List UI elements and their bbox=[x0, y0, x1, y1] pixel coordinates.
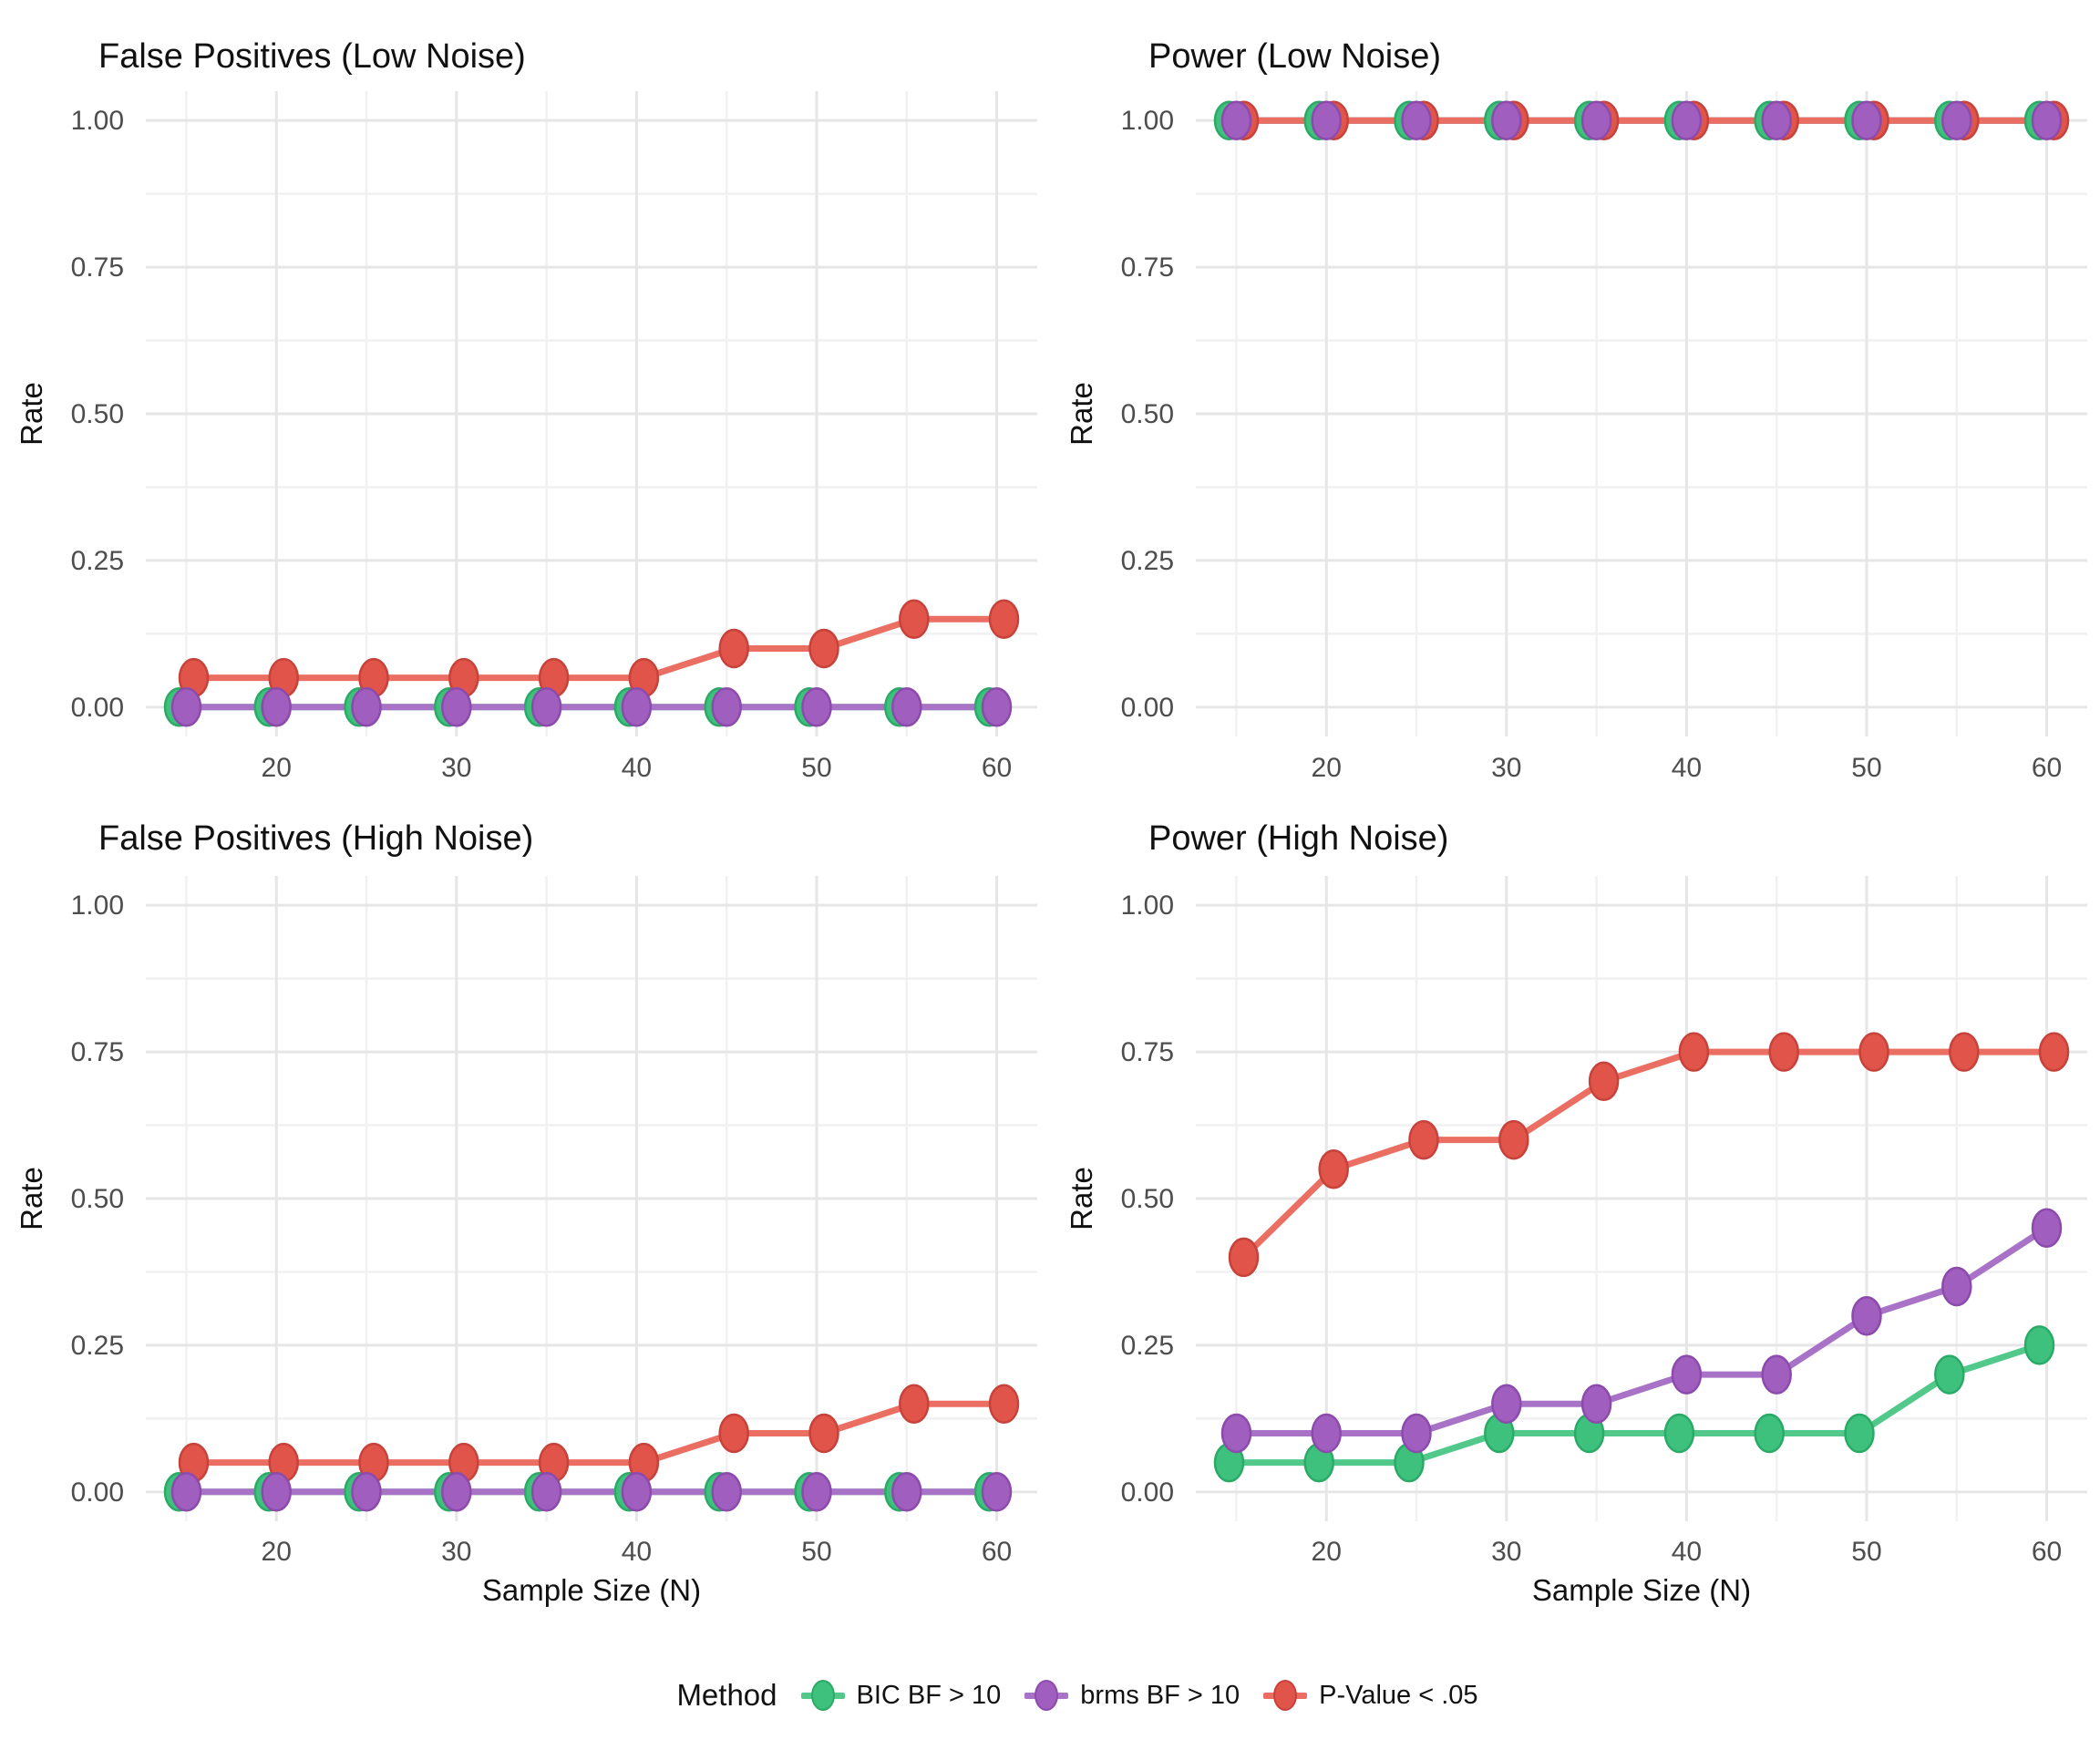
y-axis-title: Rate bbox=[15, 1167, 48, 1230]
y-axis-title: Rate bbox=[15, 382, 48, 446]
y-tick-label: 0.75 bbox=[1121, 1037, 1174, 1067]
panel-title: Power (High Noise) bbox=[1148, 819, 1448, 858]
x-tick-label: 40 bbox=[1672, 1537, 1702, 1567]
x-axis-title: Sample Size (N) bbox=[482, 1573, 701, 1607]
panel-power-high-noise: 0.00 0.25 0.50 0.75 1.00 20 30 40 50 60 Rate Sample… bbox=[1050, 802, 2100, 1641]
y-tick-label: 0.00 bbox=[71, 693, 124, 723]
y-axis-title: Rate bbox=[1065, 382, 1098, 446]
panel-power-low-noise: 0.00 0.25 0.50 0.75 1.00 20 30 40 50 60 Rate Power … bbox=[1050, 0, 2100, 802]
y-tick-label: 0.75 bbox=[1121, 252, 1174, 283]
x-tick-label: 20 bbox=[262, 753, 292, 783]
y-axis-title: Rate bbox=[1065, 1167, 1098, 1230]
y-tick-label: 1.00 bbox=[71, 106, 124, 136]
legend-key-dot bbox=[810, 1680, 835, 1711]
x-tick-label: 30 bbox=[1491, 1537, 1521, 1567]
x-tick-label: 30 bbox=[441, 1537, 471, 1567]
x-tick-label: 50 bbox=[1851, 753, 1881, 783]
x-tick-label: 30 bbox=[441, 753, 471, 783]
x-tick-label: 50 bbox=[801, 753, 831, 783]
panel-false-positives-high-noise: 0.00 0.25 0.50 0.75 1.00 20 30 40 50 60 Rate Sample… bbox=[0, 802, 1050, 1641]
legend-item-label: brms BF > 10 bbox=[1080, 1680, 1240, 1710]
x-axis-title: Sample Size (N) bbox=[1532, 1573, 1751, 1607]
y-tick-label: 1.00 bbox=[1121, 890, 1174, 921]
purple-point-line-legend-key-icon bbox=[1024, 1675, 1069, 1715]
x-tick-label: 40 bbox=[1672, 753, 1702, 783]
y-tick-label: 1.00 bbox=[1121, 106, 1174, 136]
y-tick-label: 0.75 bbox=[71, 1037, 124, 1067]
legend-item-label: BIC BF > 10 bbox=[856, 1680, 1002, 1710]
y-tick-label: 0.50 bbox=[1121, 1184, 1174, 1214]
y-tick-label: 0.25 bbox=[71, 546, 124, 576]
panel-title: False Positives (High Noise) bbox=[98, 819, 533, 858]
x-tick-label: 40 bbox=[622, 1537, 652, 1567]
y-tick-label: 0.00 bbox=[71, 1477, 124, 1508]
y-tick-label: 0.50 bbox=[1121, 399, 1174, 429]
legend-item-bic: BIC BF > 10 bbox=[800, 1675, 1002, 1715]
x-tick-label: 20 bbox=[262, 1537, 292, 1567]
legend-item-brms: brms BF > 10 bbox=[1024, 1675, 1240, 1715]
panel-false-positives-low-noise: 0.00 0.25 0.50 0.75 1.00 20 30 40 50 60 Rate False … bbox=[0, 0, 1050, 802]
chart-svg: 0.00 0.25 0.50 0.75 1.00 20 30 40 50 60 Rate False … bbox=[0, 0, 1050, 802]
legend: Method BIC BF > 10 brms BF > 10 P-Value … bbox=[0, 1641, 2100, 1750]
legend-key-dot bbox=[1273, 1680, 1298, 1711]
legend-title: Method bbox=[676, 1678, 777, 1712]
x-tick-label: 30 bbox=[1491, 753, 1521, 783]
x-tick-label: 20 bbox=[1312, 753, 1342, 783]
x-tick-label: 60 bbox=[982, 753, 1012, 783]
x-tick-label: 20 bbox=[1312, 1537, 1342, 1567]
y-tick-label: 0.50 bbox=[71, 399, 124, 429]
x-tick-label: 60 bbox=[982, 1537, 1012, 1567]
red-point-line-legend-key-icon bbox=[1263, 1675, 1308, 1715]
y-tick-label: 0.25 bbox=[1121, 546, 1174, 576]
legend-item-pval: P-Value < .05 bbox=[1263, 1675, 1478, 1715]
green-point-line-legend-key-icon bbox=[800, 1675, 845, 1715]
x-tick-label: 60 bbox=[2032, 753, 2062, 783]
panel-title: Power (Low Noise) bbox=[1148, 37, 1441, 76]
y-tick-label: 0.50 bbox=[71, 1184, 124, 1214]
panel-title: False Positives (Low Noise) bbox=[98, 37, 526, 76]
legend-item-label: P-Value < .05 bbox=[1319, 1680, 1478, 1710]
chart-svg: 0.00 0.25 0.50 0.75 1.00 20 30 40 50 60 Rate Sample… bbox=[0, 802, 1050, 1641]
x-tick-label: 50 bbox=[1851, 1537, 1881, 1567]
y-tick-label: 0.75 bbox=[71, 252, 124, 283]
x-tick-label: 50 bbox=[801, 1537, 831, 1567]
y-tick-label: 0.00 bbox=[1121, 693, 1174, 723]
y-tick-label: 0.25 bbox=[1121, 1331, 1174, 1361]
chart-svg: 0.00 0.25 0.50 0.75 1.00 20 30 40 50 60 Rate Sample… bbox=[1050, 802, 2100, 1641]
y-tick-label: 0.25 bbox=[71, 1331, 124, 1361]
y-tick-label: 1.00 bbox=[71, 890, 124, 921]
y-tick-label: 0.00 bbox=[1121, 1477, 1174, 1508]
x-tick-label: 40 bbox=[622, 753, 652, 783]
chart-svg: 0.00 0.25 0.50 0.75 1.00 20 30 40 50 60 Rate Power … bbox=[1050, 0, 2100, 802]
x-tick-label: 60 bbox=[2032, 1537, 2062, 1567]
legend-key-dot bbox=[1035, 1680, 1059, 1711]
